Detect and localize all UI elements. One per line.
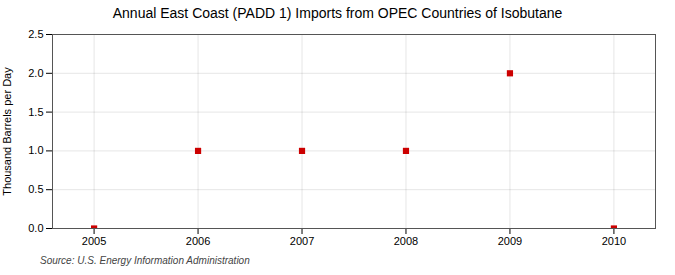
svg-text:2005: 2005 — [82, 235, 106, 247]
html-text:Annual East Coast (PADD 1) Imp: Annual East Coast (PADD 1) Imports from … — [112, 5, 563, 21]
svg-text:2007: 2007 — [290, 235, 314, 247]
svg-text:Thousand Barrels per Day: Thousand Barrels per Day — [1, 67, 13, 196]
svg-text:2010: 2010 — [602, 235, 626, 247]
svg-text:2009: 2009 — [498, 235, 522, 247]
svg-text:2.5: 2.5 — [28, 28, 43, 40]
svg-text:0.0: 0.0 — [28, 222, 43, 234]
svg-text:2008: 2008 — [394, 235, 418, 247]
svg-text:2006: 2006 — [186, 235, 210, 247]
svg-text:1.5: 1.5 — [28, 106, 43, 118]
html-text:Source: U.S. Energy Informatio: Source: U.S. Energy Information Administ… — [40, 255, 250, 266]
svg-text:1.0: 1.0 — [28, 144, 43, 156]
svg-text:2.0: 2.0 — [28, 67, 43, 79]
svg-text:0.5: 0.5 — [28, 183, 43, 195]
